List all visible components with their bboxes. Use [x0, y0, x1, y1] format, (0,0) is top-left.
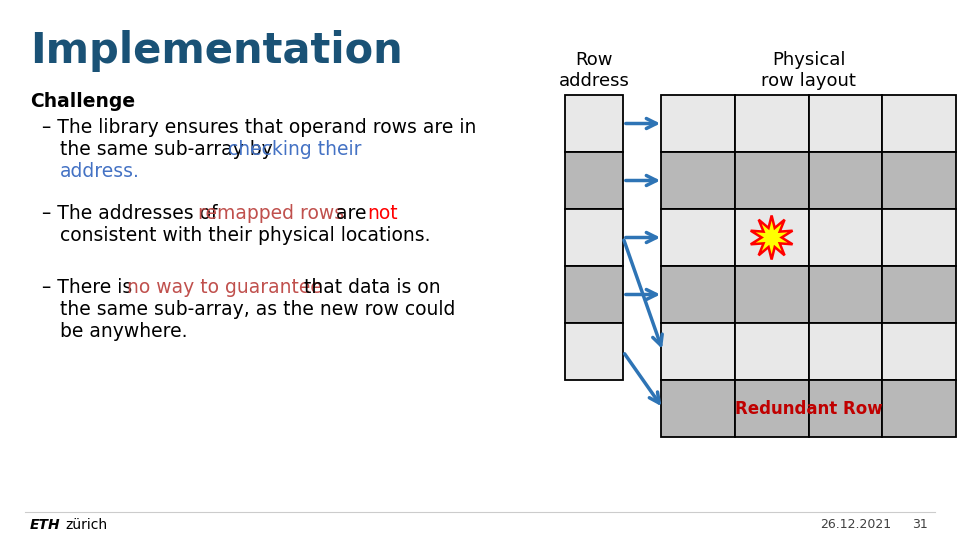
Text: Implementation: Implementation [30, 30, 403, 72]
Bar [882, 266, 956, 323]
Bar [808, 323, 882, 380]
Bar [808, 209, 882, 266]
Bar [661, 323, 734, 380]
Text: not: not [367, 204, 397, 223]
Bar [565, 95, 623, 152]
Text: ETH: ETH [30, 518, 60, 532]
Text: consistent with their physical locations.: consistent with their physical locations… [60, 226, 430, 245]
Bar [882, 323, 956, 380]
Text: 26.12.2021: 26.12.2021 [820, 518, 891, 531]
Bar [882, 95, 956, 152]
Bar [808, 380, 882, 437]
Bar [808, 152, 882, 209]
Text: zürich: zürich [65, 518, 108, 532]
Bar [661, 152, 734, 209]
Bar [661, 266, 734, 323]
Text: be anywhere.: be anywhere. [60, 322, 187, 341]
Text: – There is: – There is [42, 278, 138, 297]
Bar [661, 95, 734, 152]
Text: the same sub-array by: the same sub-array by [60, 140, 278, 159]
Bar [734, 266, 808, 323]
Text: address.: address. [60, 162, 140, 181]
Text: Redundant Row: Redundant Row [734, 400, 882, 417]
Bar [661, 209, 734, 266]
Text: – The library ensures that operand rows are in: – The library ensures that operand rows … [42, 118, 476, 137]
Text: 31: 31 [912, 518, 927, 531]
Bar [734, 152, 808, 209]
Bar [734, 323, 808, 380]
Bar [734, 380, 808, 437]
Bar [882, 209, 956, 266]
Text: the same sub-array, as the new row could: the same sub-array, as the new row could [60, 300, 455, 319]
Bar [565, 209, 623, 266]
Bar [565, 266, 623, 323]
Bar [882, 380, 956, 437]
Bar [734, 209, 808, 266]
Text: Physical
row layout: Physical row layout [761, 51, 856, 90]
Text: that data is on: that data is on [298, 278, 441, 297]
Bar [661, 380, 734, 437]
Bar [808, 95, 882, 152]
Text: – The addresses of: – The addresses of [42, 204, 224, 223]
Text: Row
address: Row address [559, 51, 630, 90]
Bar [565, 323, 623, 380]
Text: are: are [330, 204, 372, 223]
Text: no way to guarantee: no way to guarantee [127, 278, 322, 297]
Bar [734, 95, 808, 152]
Bar [565, 152, 623, 209]
Polygon shape [751, 215, 793, 260]
Bar [808, 266, 882, 323]
Text: Challenge: Challenge [30, 92, 135, 111]
Text: remapped rows: remapped rows [198, 204, 344, 223]
Text: checking their: checking their [228, 140, 362, 159]
Bar [882, 152, 956, 209]
